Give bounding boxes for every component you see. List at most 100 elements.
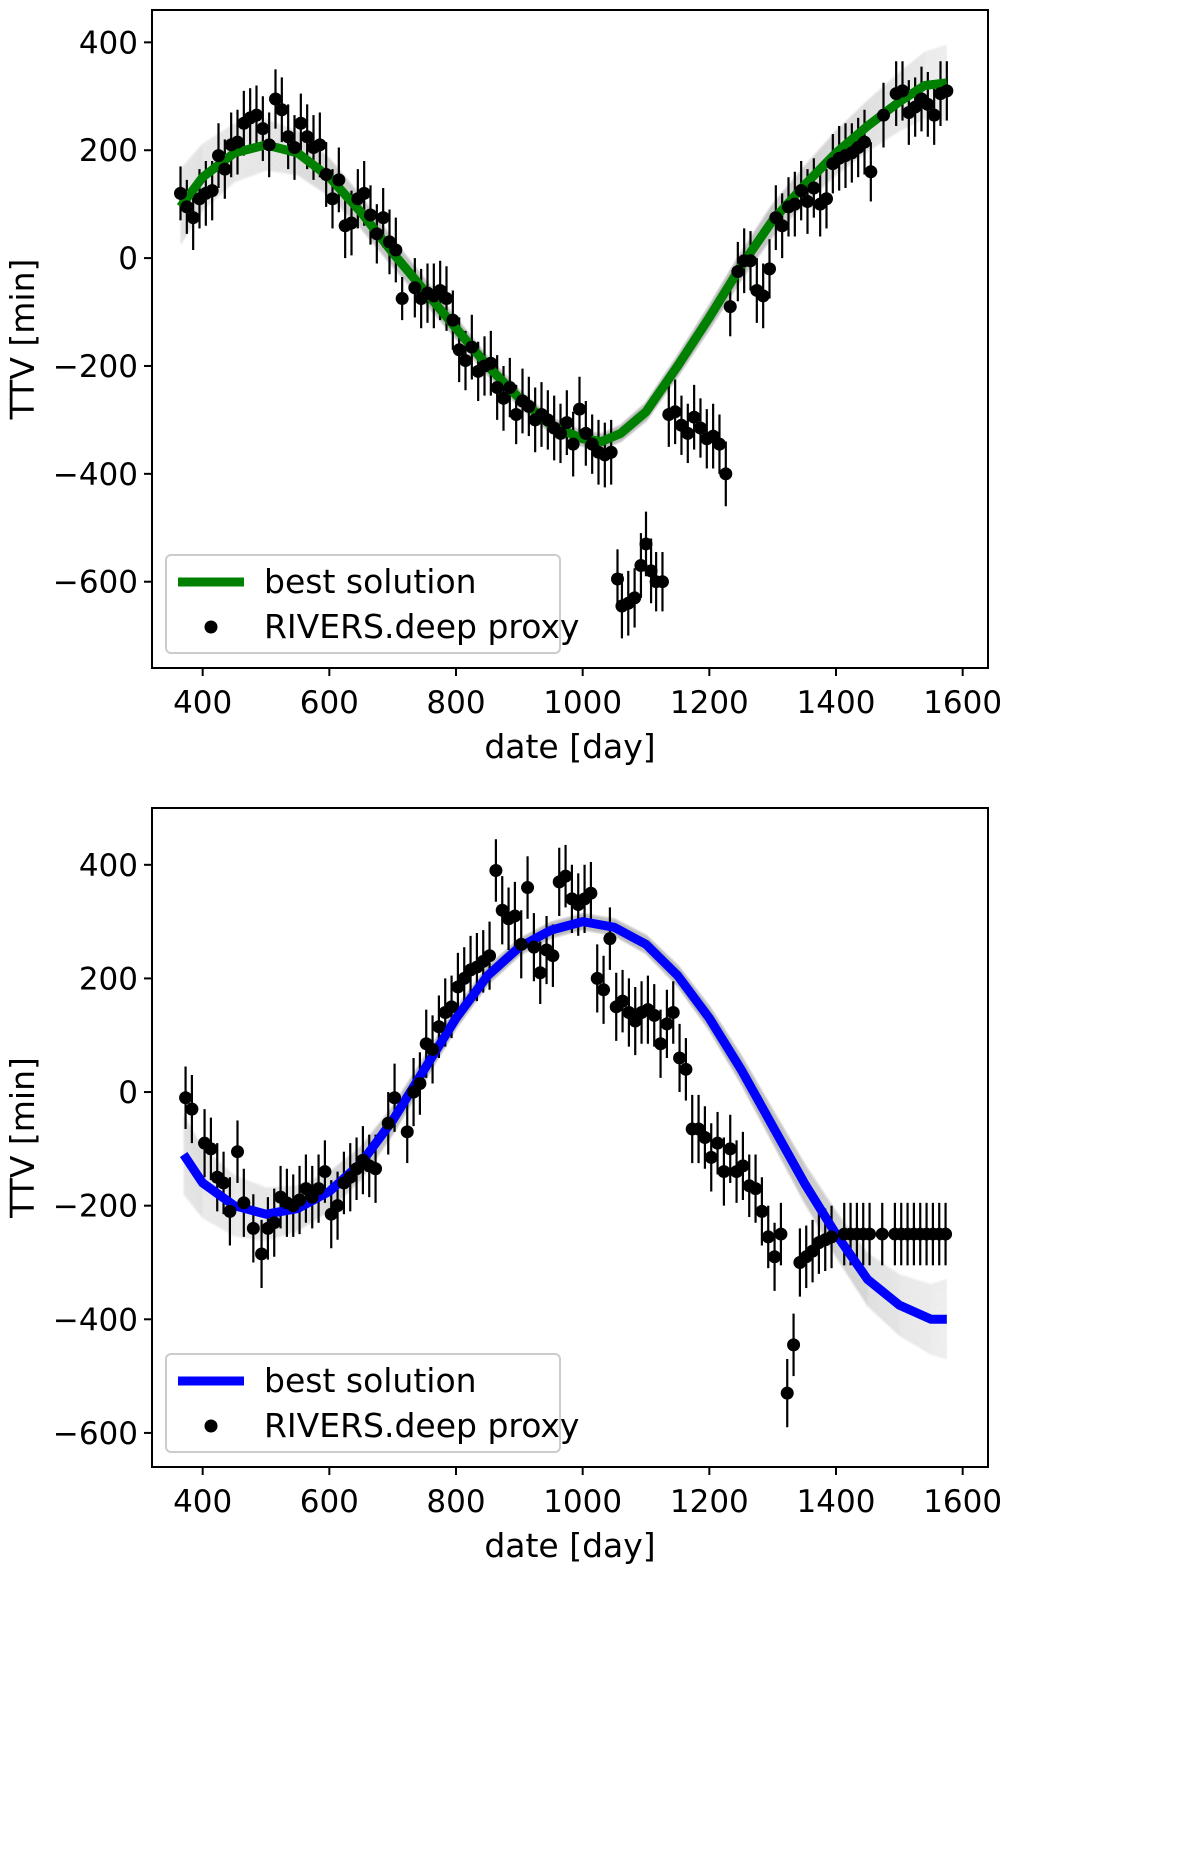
bottom-ensemble-line xyxy=(182,926,948,1350)
top-data-point xyxy=(877,108,890,122)
top-x-tick-label: 800 xyxy=(426,685,485,721)
top-data-point xyxy=(719,467,733,481)
bottom-y-tick-label: 400 xyxy=(79,848,138,884)
bottom-data-point xyxy=(875,1227,889,1241)
bottom-data-point xyxy=(704,1150,718,1164)
bottom-x-tick-label: 1600 xyxy=(923,1484,1002,1520)
bottom-data-point xyxy=(331,1199,345,1213)
bottom-data-point xyxy=(514,937,528,951)
top-data-point xyxy=(655,575,669,589)
top-data-point xyxy=(357,186,371,200)
top-data-point xyxy=(927,108,941,122)
bottom-data-point xyxy=(673,1051,687,1065)
top-x-tick-label: 1200 xyxy=(670,685,749,721)
bottom-ensemble-line xyxy=(182,925,948,1346)
top-data-point xyxy=(256,122,270,136)
top-data-point xyxy=(262,138,276,152)
top-data-point xyxy=(712,437,726,451)
bottom-ensemble-line xyxy=(182,923,948,1340)
bottom-data-point xyxy=(400,1125,414,1139)
top-data-point xyxy=(186,211,200,225)
bottom-plot-frame xyxy=(151,807,989,1468)
top-y-tick-label: −200 xyxy=(53,349,138,385)
bottom-data-point xyxy=(204,1142,218,1156)
bottom-data-point xyxy=(255,1247,269,1261)
top-data-point xyxy=(921,97,935,111)
top-data-point xyxy=(522,399,536,413)
bottom-data-point xyxy=(521,881,535,895)
bottom-data-point xyxy=(863,1227,877,1241)
bottom-data-point xyxy=(369,1162,383,1176)
bottom-data-point xyxy=(246,1221,260,1235)
bottom-y-tick-label: 0 xyxy=(118,1075,138,1111)
bottom-data-point xyxy=(774,1227,788,1241)
top-data-point xyxy=(269,92,282,106)
top-data-point xyxy=(681,426,695,440)
top-data-point xyxy=(345,216,358,230)
top-data-point xyxy=(294,116,308,130)
bottom-ensemble-line xyxy=(182,924,948,1342)
bottom-data-points xyxy=(179,863,953,1400)
top-ensemble-line xyxy=(179,49,948,437)
top-panel: 400 600 800 1000 1200 1400 1600 400 200 0 −200 −40… xyxy=(3,9,1002,766)
bottom-panel: 400 600 800 1000 1200 1400 1600 400 200 0 −200 −40… xyxy=(3,807,1002,1565)
top-x-tick-label: 1000 xyxy=(543,685,622,721)
bottom-data-point xyxy=(761,1230,775,1244)
top-data-point xyxy=(332,173,346,187)
bottom-data-point xyxy=(679,1062,693,1076)
top-data-point xyxy=(281,130,295,144)
top-ensemble-line xyxy=(179,46,948,436)
bottom-data-point xyxy=(755,1204,769,1218)
top-legend-label-proxy: RIVERS.deep proxy xyxy=(264,607,579,646)
top-data-point xyxy=(554,426,567,440)
bottom-x-tick-label: 400 xyxy=(173,1484,232,1520)
bottom-data-point xyxy=(597,983,611,997)
top-x-tick-label: 1600 xyxy=(923,685,1002,721)
top-data-point xyxy=(940,84,954,98)
bottom-data-point xyxy=(647,1008,661,1022)
bottom-x-tick-label: 1400 xyxy=(797,1484,876,1520)
bottom-data-point xyxy=(533,966,547,980)
top-data-point xyxy=(807,181,821,195)
bottom-x-tick-label: 800 xyxy=(426,1484,485,1520)
top-data-point xyxy=(370,227,384,241)
top-y-ticks: 400 200 0 −200 −400 −600 xyxy=(53,25,152,601)
top-data-point xyxy=(579,426,593,440)
bottom-data-point xyxy=(717,1165,731,1179)
top-data-point xyxy=(174,186,187,200)
bottom-data-point xyxy=(223,1204,237,1218)
bottom-x-tick-label: 1000 xyxy=(543,1484,622,1520)
bottom-data-point xyxy=(318,1165,332,1179)
bottom-data-point xyxy=(489,863,503,877)
top-data-point xyxy=(212,149,225,163)
top-data-point xyxy=(628,591,642,605)
top-data-point xyxy=(794,184,808,198)
top-y-tick-label: −400 xyxy=(53,457,138,493)
bottom-data-point xyxy=(723,1142,737,1156)
top-data-point xyxy=(788,197,802,211)
bottom-data-point xyxy=(939,1227,953,1241)
bottom-data-point xyxy=(185,1102,199,1116)
bottom-data-point xyxy=(381,1116,395,1130)
bottom-data-point xyxy=(426,1042,440,1056)
top-data-point xyxy=(497,391,510,405)
top-data-point xyxy=(300,130,314,144)
top-data-point xyxy=(820,192,833,206)
bottom-data-point xyxy=(546,949,560,963)
top-data-point xyxy=(452,343,466,357)
bottom-data-point xyxy=(312,1182,326,1196)
bottom-y-ticks: 400 200 0 −200 −400 −600 xyxy=(53,848,152,1452)
bottom-legend-box xyxy=(165,1353,561,1453)
top-data-point xyxy=(693,421,707,435)
top-data-point xyxy=(775,219,789,233)
bottom-legend-label-proxy: RIVERS.deep proxy xyxy=(264,1406,579,1445)
bottom-data-point xyxy=(666,1006,680,1020)
bottom-data-point xyxy=(217,1176,231,1190)
top-legend-box xyxy=(165,554,561,654)
top-data-point xyxy=(459,354,472,368)
bottom-data-point xyxy=(267,1216,281,1230)
bottom-ensemble-line xyxy=(182,928,948,1360)
top-ensemble-band xyxy=(179,44,948,451)
bottom-data-point xyxy=(179,1091,193,1105)
